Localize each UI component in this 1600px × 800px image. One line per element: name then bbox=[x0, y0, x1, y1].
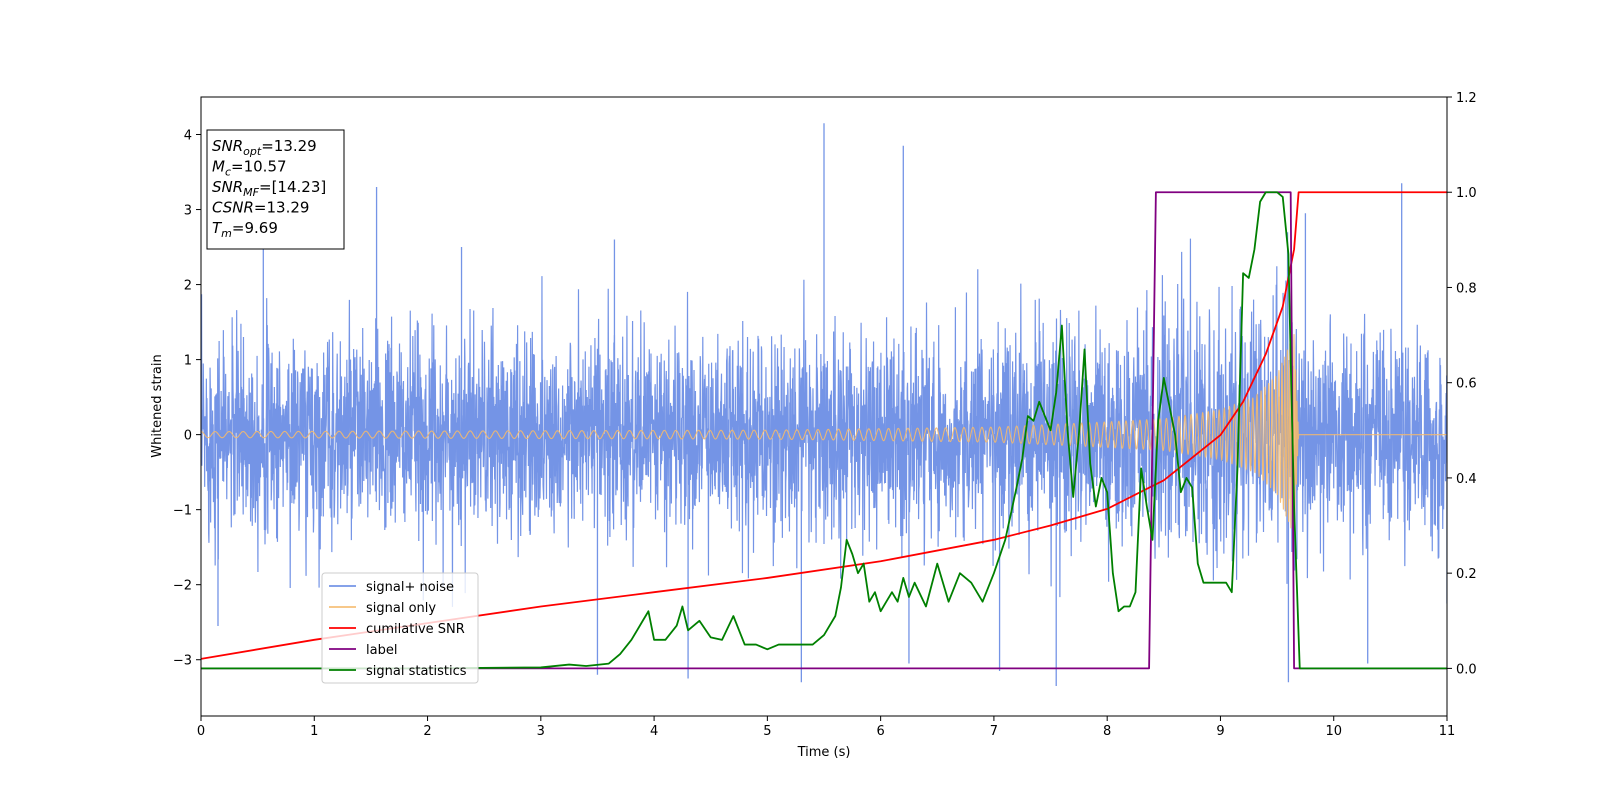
x-tick-label: 2 bbox=[423, 724, 431, 739]
x-tick-label: 7 bbox=[990, 724, 998, 739]
right-axis-series bbox=[201, 191, 1447, 670]
legend-label: label bbox=[366, 643, 397, 658]
info-line: SNRopt=13.29 bbox=[212, 137, 317, 158]
y-right-tick-label: 0.2 bbox=[1456, 567, 1477, 582]
x-tick-label: 10 bbox=[1325, 724, 1342, 739]
info-line: Tm=9.69 bbox=[212, 219, 278, 240]
x-axis-label: Time (s) bbox=[797, 745, 851, 760]
y-left-tick-label: 1 bbox=[184, 354, 192, 369]
info-box: SNRopt=13.29Mc=10.57SNRMF=[14.23]CSNR=13… bbox=[206, 129, 345, 250]
legend-label: signal+ noise bbox=[366, 580, 454, 595]
x-tick-label: 8 bbox=[1103, 724, 1111, 739]
info-line: SNRMF=[14.23] bbox=[212, 178, 326, 199]
legend-item: signal+ noise bbox=[329, 580, 454, 595]
y-right-tick-label: 1.0 bbox=[1456, 186, 1477, 201]
x-tick-label: 5 bbox=[763, 724, 771, 739]
y-axis-label: Whitened strain bbox=[150, 354, 165, 457]
x-tick-label: 6 bbox=[876, 724, 884, 739]
legend-item: signal statistics bbox=[329, 664, 467, 679]
signal-noise-line bbox=[201, 232, 1447, 607]
series-line bbox=[201, 191, 1447, 670]
y-left-tick-label: 2 bbox=[184, 279, 192, 294]
legend-label: signal only bbox=[366, 601, 436, 616]
legend-frame bbox=[321, 572, 479, 684]
y-right-tick-label: 0.6 bbox=[1456, 377, 1477, 392]
y-axis-right: 0.0 0.2 0.4 0.6 0.8 1.0 1.2 bbox=[1447, 91, 1477, 677]
x-tick-label: 4 bbox=[650, 724, 658, 739]
y-left-tick-label: −2 bbox=[173, 579, 192, 594]
x-tick-label: 9 bbox=[1216, 724, 1224, 739]
info-box-frame bbox=[206, 129, 345, 250]
series-line bbox=[201, 191, 1447, 660]
legend-item: cumilative SNR bbox=[329, 622, 465, 637]
plot-area bbox=[201, 123, 1447, 686]
y-right-tick-label: 1.2 bbox=[1456, 91, 1477, 106]
legend-label: cumilative SNR bbox=[366, 622, 465, 637]
y-left-tick-label: 4 bbox=[184, 129, 192, 144]
info-line: CSNR=13.29 bbox=[212, 199, 309, 217]
y-axis-left: −3 −2 −1 0 1 2 3 4 bbox=[173, 129, 201, 669]
y-left-tick-label: −3 bbox=[173, 654, 192, 669]
y-right-tick-label: 0.0 bbox=[1456, 662, 1477, 677]
x-tick-label: 0 bbox=[197, 724, 205, 739]
y-right-tick-label: 0.4 bbox=[1456, 472, 1477, 487]
x-tick-label: 11 bbox=[1439, 724, 1456, 739]
plot-frame bbox=[200, 96, 1448, 717]
y-left-tick-label: −1 bbox=[173, 504, 192, 519]
legend: signal+ noise signal only cumilative SNR la… bbox=[321, 572, 479, 684]
y-left-tick-label: 0 bbox=[184, 429, 192, 444]
y-right-tick-label: 0.8 bbox=[1456, 281, 1477, 296]
y-left-tick-label: 3 bbox=[184, 204, 192, 219]
legend-item: label bbox=[329, 643, 397, 658]
legend-item: signal only bbox=[329, 601, 436, 616]
signal-noise-series bbox=[201, 123, 1447, 686]
x-axis: 0 1 2 3 4 5 6 7 8 9 10 11 bbox=[197, 716, 1455, 739]
x-tick-label: 3 bbox=[537, 724, 545, 739]
info-line: Mc=10.57 bbox=[212, 158, 287, 179]
noise-spikes bbox=[217, 123, 1447, 686]
x-tick-label: 1 bbox=[310, 724, 318, 739]
legend-label: signal statistics bbox=[366, 664, 467, 679]
